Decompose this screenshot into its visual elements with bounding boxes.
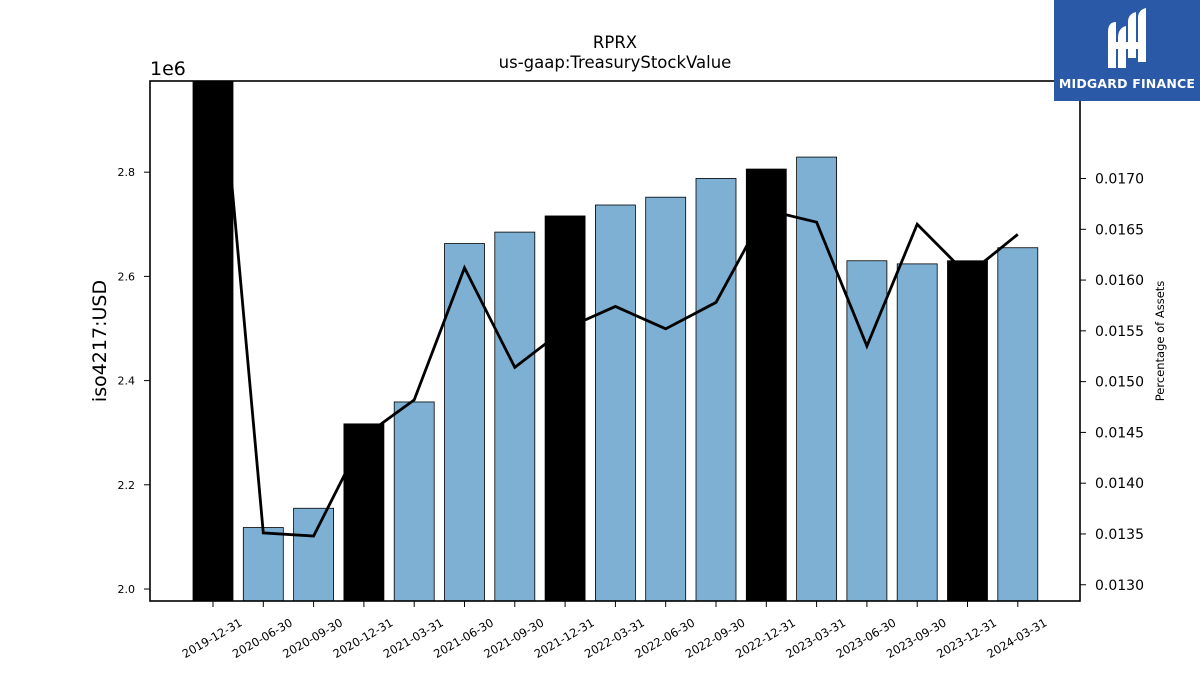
y2-tick-label: 0.0150 (1095, 375, 1144, 391)
bar-2021-03-31 (393, 401, 435, 602)
y-tick-label: 2.2 (118, 479, 136, 492)
y2-tick-label: 0.0135 (1095, 527, 1144, 543)
bars-group (192, 80, 1039, 602)
y-tick-label: 2.4 (118, 375, 136, 388)
chart-subtitle: us-gaap:TreasuryStockValue (499, 53, 732, 72)
midgard-logo-icon (1108, 8, 1146, 68)
line-series-percentage-of-assets (221, 81, 1019, 538)
x-ticks: 2019-12-312020-06-302020-09-302020-12-31… (180, 601, 1049, 661)
y-offset-label: 1e6 (150, 58, 186, 80)
bar-2021-09-30 (494, 231, 536, 602)
bar-2024-03-31 (997, 247, 1039, 602)
line-group (221, 81, 1019, 538)
y-axis-label: iso4217:USD (89, 280, 111, 402)
y2-tick-label: 0.0170 (1095, 172, 1144, 188)
brand-logo: MIDGARD FINANCE (1054, 0, 1200, 101)
bar-2022-09-30 (695, 178, 737, 602)
y2-tick-label: 0.0155 (1095, 324, 1144, 340)
y2-tick-label: 0.0145 (1095, 425, 1144, 441)
bar-2023-03-31 (796, 156, 837, 602)
plot-frame (149, 80, 1081, 602)
y-tick-label: 2.0 (118, 583, 136, 596)
y-tick-label: 2.6 (118, 270, 136, 283)
bar-2023-09-30 (896, 263, 938, 602)
y2-axis-label: Percentage of Assets (1153, 281, 1167, 402)
y-tick-label: 2.8 (118, 166, 136, 179)
bar-2023-12-31 (947, 260, 988, 602)
bar-2020-12-31 (343, 423, 385, 602)
y2-tick-label: 0.0160 (1095, 273, 1144, 289)
brand-name: MIDGARD FINANCE (1058, 76, 1196, 91)
bar-2020-06-30 (242, 527, 284, 602)
bar-2019-12-31 (192, 80, 234, 602)
bar-2023-06-30 (846, 260, 888, 602)
bar-2022-03-31 (595, 204, 636, 602)
y2-tick-label: 0.0130 (1095, 578, 1144, 594)
bar-2022-06-30 (645, 196, 687, 602)
y2-tick-label: 0.0140 (1095, 476, 1144, 492)
bar-2020-09-30 (293, 507, 335, 602)
chart-title: RPRX (593, 33, 637, 52)
y2-tick-label: 0.0165 (1095, 222, 1144, 238)
y-ticks: 2.0 2.2 2.4 2.6 2.8 (118, 166, 150, 596)
bar-2022-12-31 (745, 168, 787, 602)
bar-2021-12-31 (544, 215, 586, 602)
y2-ticks: 0.0130 0.0135 0.0140 0.0145 0.0150 0.0155 0.01… (1080, 172, 1144, 594)
